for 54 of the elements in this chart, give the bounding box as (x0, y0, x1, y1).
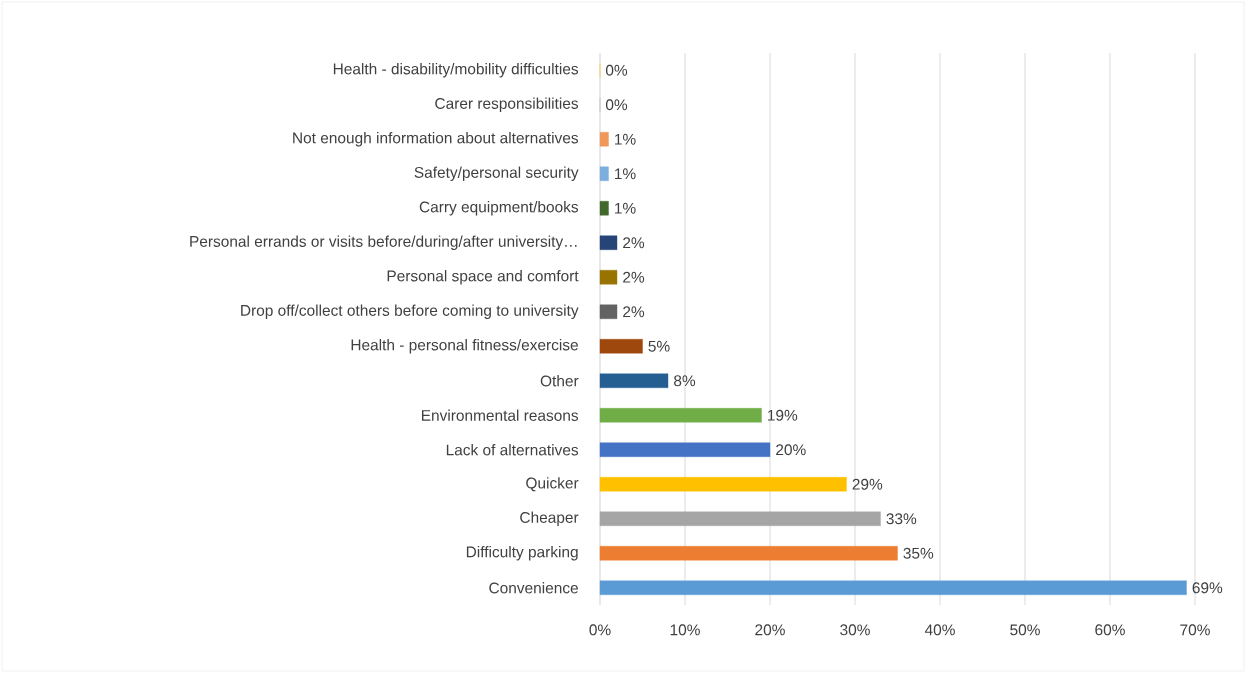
data-label: 19% (768, 409, 798, 421)
y-tick-label: Health - disability/mobility difficulties (333, 63, 579, 78)
data-label: 8% (674, 375, 696, 387)
data-label: 69% (1192, 582, 1223, 594)
y-tick-label: Quicker (526, 477, 579, 492)
data-label: 2% (623, 271, 645, 283)
bar (599, 132, 609, 147)
y-tick-label: Health - personal fitness/exercise (351, 339, 578, 354)
bar (599, 511, 881, 526)
bar (599, 339, 643, 354)
data-label: 1% (615, 133, 636, 145)
bar (599, 408, 762, 423)
x-tick-label: 70% (1180, 624, 1210, 636)
y-tick-label: Cheaper (520, 511, 579, 526)
y-tick-label: Convenience (489, 582, 578, 594)
y-tick-label: Safety/personal security (414, 166, 579, 181)
y-tick-label: Lack of alternatives (446, 444, 579, 456)
x-tick-label: 0% (589, 624, 611, 636)
bar (599, 373, 669, 388)
bar (599, 235, 618, 250)
bar (599, 166, 609, 181)
y-tick-label: Environmental reasons (421, 409, 579, 421)
data-label: 20% (776, 444, 806, 456)
x-tick-label: 20% (755, 624, 785, 636)
x-tick-label: 40% (924, 624, 955, 636)
x-tick-label: 50% (1010, 624, 1040, 636)
data-label: 1% (615, 168, 636, 180)
data-label: 35% (903, 547, 934, 559)
bar (599, 442, 771, 457)
data-label: 5% (648, 340, 670, 352)
y-tick-label: Carer responsibilities (435, 97, 579, 112)
data-label: 2% (623, 306, 645, 318)
bar (599, 580, 1187, 595)
data-label: 2% (623, 237, 645, 249)
data-label: 1% (615, 202, 636, 214)
bar (599, 546, 898, 561)
bar (599, 477, 847, 492)
y-tick-label: Drop off/collect others before coming to university (241, 304, 579, 319)
data-label: 0% (605, 64, 628, 76)
y-tick-label: Difficulty parking (466, 546, 578, 561)
bar (599, 304, 618, 319)
bar (599, 270, 618, 285)
y-tick-label: Not enough information about alternatives (293, 132, 579, 147)
x-tick-label: 30% (840, 624, 870, 636)
y-tick-label: Carry equipment/books (419, 201, 579, 216)
data-label: 0% (605, 99, 628, 111)
y-tick-label: Other (540, 375, 579, 387)
data-label: 29% (852, 478, 883, 490)
y-tick-label: Personal space and comfort (387, 270, 579, 285)
x-tick-label: 10% (670, 624, 700, 636)
data-label: 33% (886, 513, 917, 525)
bar (599, 201, 609, 216)
y-tick-label: Personal errands or visits before/during/after university… (190, 235, 577, 250)
x-tick-label: 60% (1095, 624, 1125, 636)
